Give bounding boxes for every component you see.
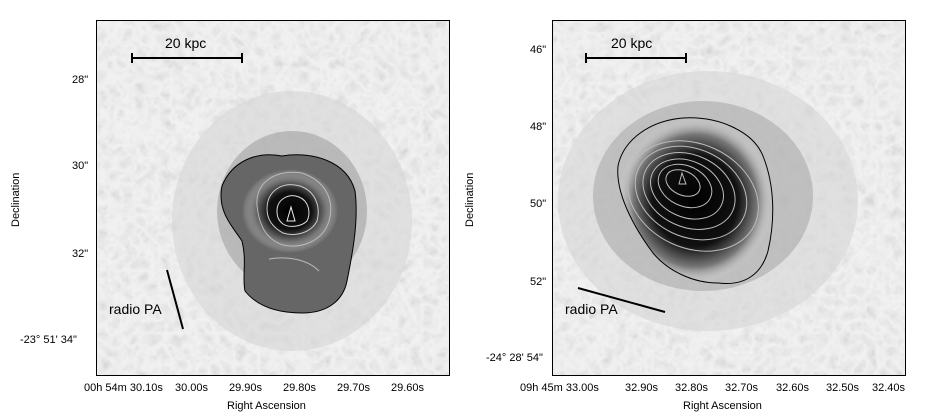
left-xlabel: Right Ascension (227, 400, 306, 412)
left-xtick-3: 29.90s (229, 382, 263, 394)
left-xray-image (97, 21, 449, 375)
right-xtick-7: 32.40s (872, 382, 906, 394)
left-ytick-1: 28" (72, 74, 89, 86)
right-ytick-3: 50" (530, 198, 547, 210)
left-ytick-2: 30" (72, 160, 89, 172)
right-ytick-2: 48" (530, 121, 547, 133)
left-radio-pa-line (166, 269, 184, 330)
left-radio-pa-label: radio PA (109, 301, 162, 317)
left-xtick-2: 30.00s (175, 382, 209, 394)
left-xtick-6: 29.60s (391, 382, 425, 394)
left-ytick-4: -23° 51' 34" (20, 334, 77, 346)
left-xtick-5: 29.70s (337, 382, 371, 394)
right-ylabel: Declination (464, 172, 476, 227)
right-xtick-4: 32.70s (725, 382, 759, 394)
right-xray-image (553, 21, 905, 375)
right-xtick-2: 32.90s (625, 382, 659, 394)
right-radio-pa-line (577, 287, 666, 313)
left-ytick-3: 32" (72, 248, 89, 260)
right-radio-pa-label: radio PA (565, 301, 618, 317)
left-xtick-1: 00h 54m 30.10s (84, 382, 163, 394)
right-contours (627, 140, 759, 252)
right-image-frame: 20 kpc radio PA (552, 20, 906, 376)
right-xlabel: Right Ascension (683, 400, 762, 412)
right-xtick-3: 32.80s (675, 382, 709, 394)
right-ytick-5: -24° 28' 54" (486, 352, 543, 364)
left-scalebar-label: 20 kpc (165, 35, 207, 51)
left-image-frame: 20 kpc radio PA (96, 20, 450, 376)
right-ytick-1: 46" (530, 44, 547, 56)
right-scalebar-label: 20 kpc (611, 35, 653, 51)
left-xtick-4: 29.80s (283, 382, 317, 394)
right-xtick-6: 32.50s (826, 382, 860, 394)
right-ytick-4: 52" (530, 276, 547, 288)
right-xtick-1: 09h 45m 33.00s (520, 382, 599, 394)
right-xtick-5: 32.60s (776, 382, 810, 394)
left-ylabel: Declination (10, 172, 22, 227)
